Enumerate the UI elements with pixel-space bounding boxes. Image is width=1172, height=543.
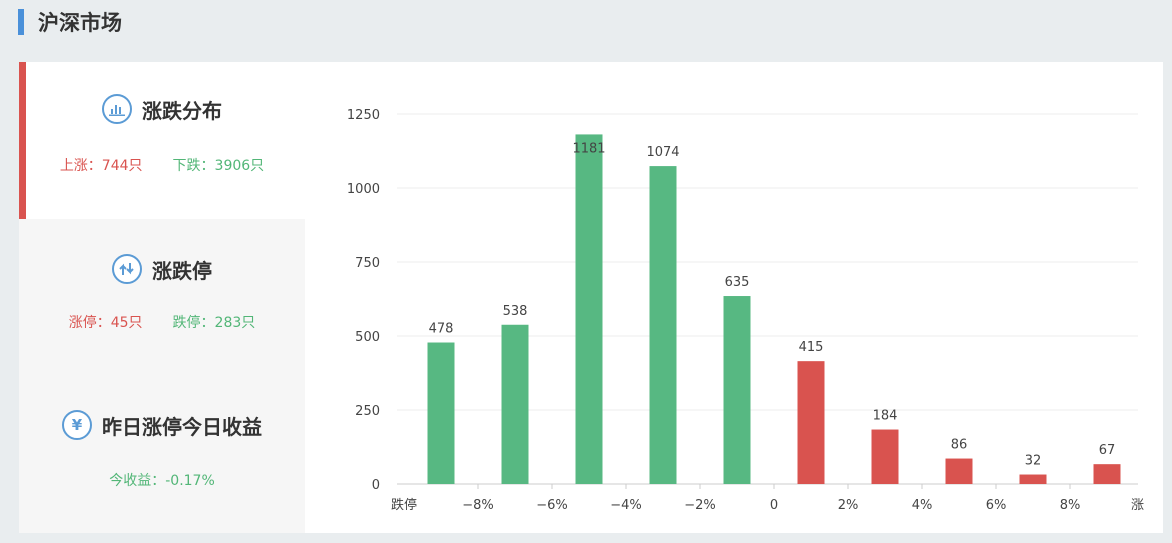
- distribution-chart: 0 250 500 750 1000 1250 跌停 −8% −6% −4% −2% 0 2% 4% 6% 8…: [306, 62, 1157, 533]
- x-tick-label: 4%: [912, 498, 933, 513]
- data-label: 635: [725, 275, 750, 290]
- data-label: 86: [951, 438, 968, 453]
- card-title: 涨跌停: [152, 258, 212, 283]
- y-tick-label: 1000: [347, 182, 380, 197]
- data-label: 32: [1025, 454, 1042, 469]
- x-tick-label: 跌停: [391, 497, 417, 513]
- x-tick-label: 8%: [1060, 498, 1081, 513]
- y-tick-label: 1250: [347, 108, 380, 123]
- bar: [649, 166, 677, 484]
- data-label: 415: [799, 340, 824, 355]
- x-tick-label: −4%: [610, 498, 642, 513]
- data-label: 1181: [572, 141, 605, 156]
- header-accent-bar: [18, 9, 24, 35]
- y-tick-label: 750: [355, 256, 380, 271]
- x-tick-label: −8%: [462, 498, 494, 513]
- card-title: 昨日涨停今日收益: [102, 414, 262, 439]
- card-title: 涨跌分布: [142, 98, 222, 123]
- up-down-arrows-icon: [112, 254, 142, 284]
- y-tick-label: 0: [372, 478, 380, 493]
- bar: [723, 296, 751, 484]
- x-tick-label: 0: [770, 498, 778, 513]
- bar: [797, 361, 825, 484]
- x-tick-label: −6%: [536, 498, 568, 513]
- data-label: 478: [429, 322, 454, 337]
- x-tick-label: 2%: [838, 498, 859, 513]
- limit-up-count: 涨停：45只: [68, 315, 143, 331]
- x-tick-label: 6%: [986, 498, 1007, 513]
- bar-chart-icon: [102, 94, 132, 124]
- up-count: 上涨：744只: [59, 158, 143, 174]
- bar: [501, 324, 529, 484]
- x-tick-label: −2%: [684, 498, 716, 513]
- data-label: 538: [503, 304, 528, 319]
- bar: [871, 429, 899, 484]
- today-return: 今收益：-0.17%: [109, 473, 215, 489]
- card-yesterday-limit[interactable]: ¥ 昨日涨停今日收益 今收益：-0.17%: [19, 376, 305, 533]
- data-label: 1074: [646, 145, 679, 160]
- limit-down-count: 跌停：283只: [172, 315, 256, 331]
- bar: [427, 342, 455, 484]
- section-header: 沪深市场: [18, 8, 122, 36]
- down-count: 下跌：3906只: [172, 158, 265, 174]
- sidebar: 涨跌分布 上涨：744只 下跌：3906只 涨跌停 涨停：45只 跌停：283只: [19, 62, 305, 533]
- active-indicator: [19, 62, 26, 219]
- bar: [575, 134, 603, 484]
- bar: [1093, 464, 1121, 484]
- data-label: 67: [1099, 443, 1116, 458]
- bar: [945, 458, 973, 484]
- card-distribution[interactable]: 涨跌分布 上涨：744只 下跌：3906只: [19, 62, 305, 219]
- yen-icon: ¥: [62, 410, 92, 440]
- data-label: 184: [873, 409, 898, 424]
- x-tick-label: 涨停: [1131, 497, 1144, 513]
- y-tick-label: 250: [355, 404, 380, 419]
- card-limit[interactable]: 涨跌停 涨停：45只 跌停：283只: [19, 219, 305, 376]
- bar-chart: 0 250 500 750 1000 1250 跌停 −8% −6% −4% −2% 0 2% 4% 6% 8…: [347, 108, 1157, 513]
- y-tick-label: 500: [355, 330, 380, 345]
- page-title: 沪深市场: [38, 11, 122, 35]
- bar: [1019, 474, 1047, 484]
